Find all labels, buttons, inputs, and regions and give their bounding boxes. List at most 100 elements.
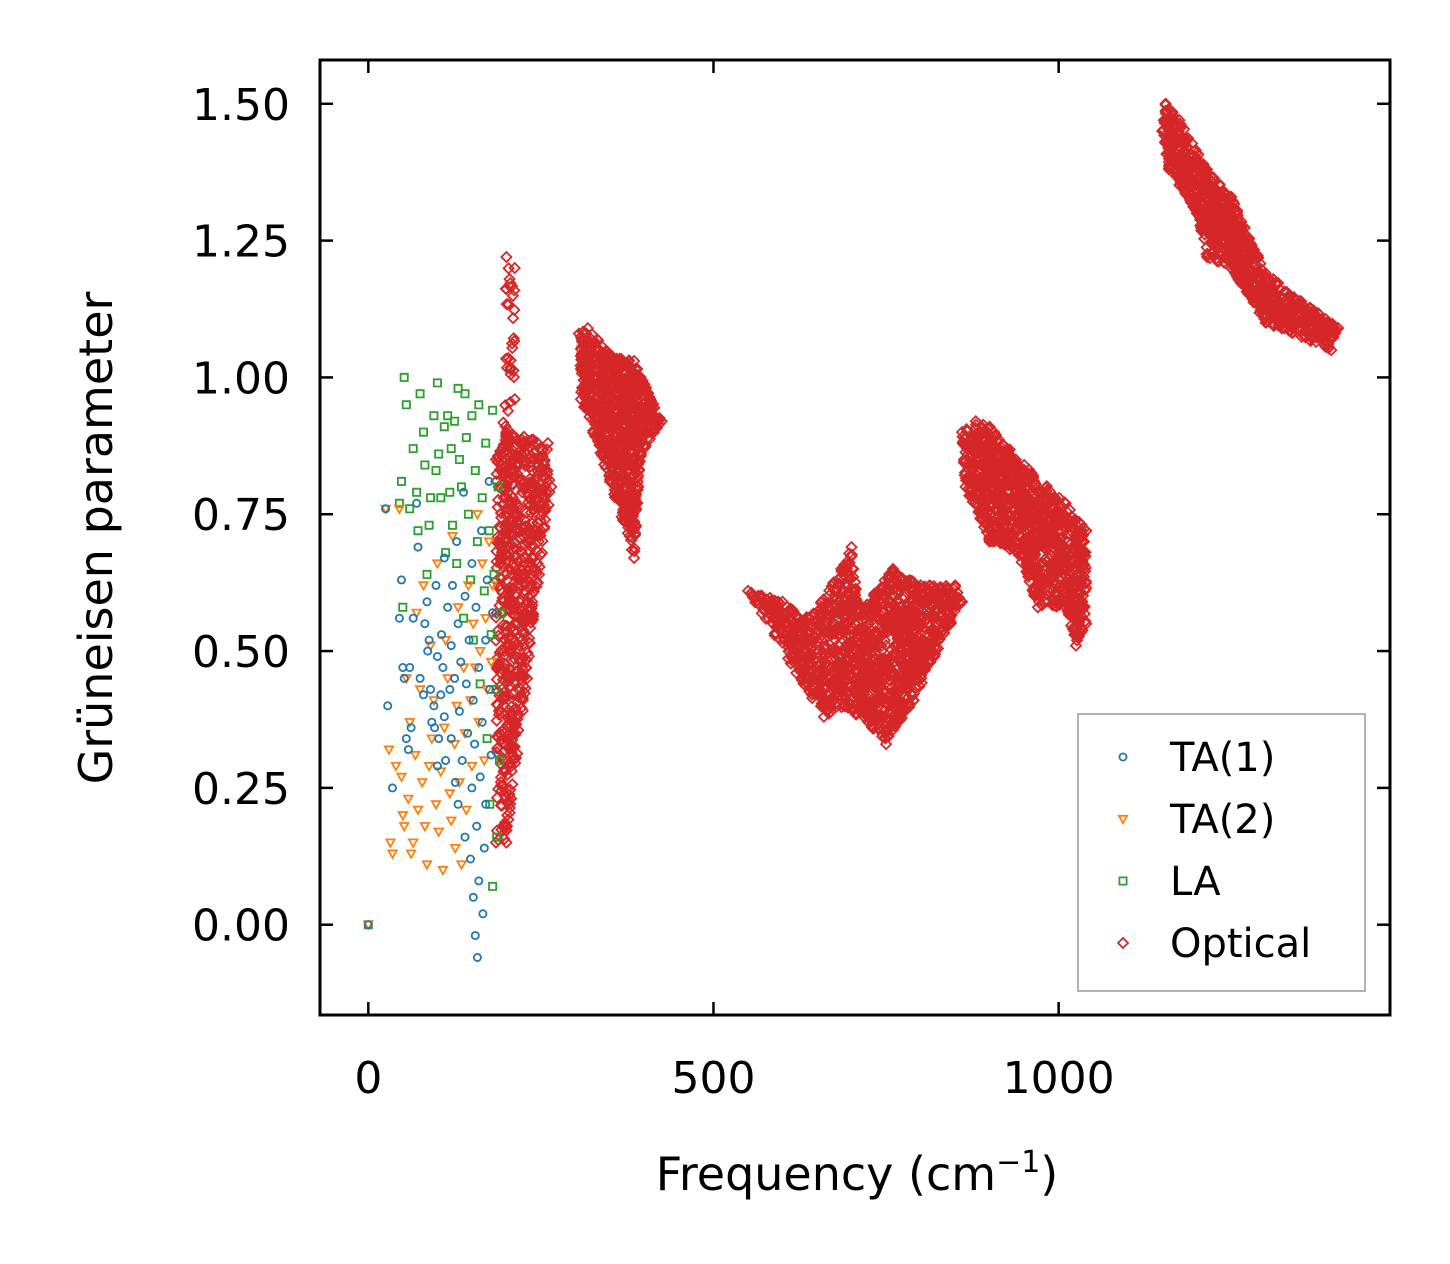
data-point <box>846 704 860 717</box>
data-point <box>764 601 778 615</box>
data-point <box>913 659 927 672</box>
data-point <box>1017 458 1031 472</box>
data-point <box>826 598 839 611</box>
data-point <box>630 362 644 376</box>
data-point <box>889 717 902 731</box>
data-point <box>1010 546 1024 559</box>
data-point <box>586 345 600 359</box>
data-point <box>894 656 907 669</box>
data-point <box>1046 502 1059 515</box>
data-point <box>503 473 516 487</box>
data-point <box>843 630 857 644</box>
data-point <box>504 368 517 381</box>
data-point <box>1023 575 1036 588</box>
data-point <box>1059 553 1072 567</box>
data-point <box>622 486 635 499</box>
data-point <box>836 674 850 687</box>
data-point <box>524 577 538 591</box>
data-point <box>1031 497 1044 511</box>
data-point <box>509 665 523 678</box>
data-point <box>858 664 872 678</box>
data-point <box>574 393 588 406</box>
data-point <box>782 644 795 658</box>
data-point <box>849 592 863 606</box>
data-point <box>502 549 516 563</box>
data-point <box>499 352 513 366</box>
data-point <box>839 630 853 644</box>
data-point <box>490 824 504 837</box>
data-point <box>1070 557 1083 570</box>
data-point <box>1070 633 1084 647</box>
data-point <box>523 544 537 558</box>
data-point <box>1062 527 1076 540</box>
data-point <box>541 464 554 477</box>
data-point <box>879 709 893 722</box>
data-point <box>792 633 805 646</box>
data-point <box>1015 502 1029 516</box>
data-point <box>613 464 627 477</box>
data-point <box>868 641 882 654</box>
data-point <box>869 635 882 649</box>
data-point <box>1027 551 1041 564</box>
data-point <box>1044 548 1058 561</box>
data-point <box>598 363 612 376</box>
data-point <box>500 478 514 491</box>
data-point <box>1077 558 1091 571</box>
data-point <box>581 397 595 410</box>
data-point <box>503 395 517 409</box>
data-point <box>980 461 993 474</box>
data-point <box>530 528 544 542</box>
data-point <box>497 819 510 832</box>
data-point <box>894 578 908 591</box>
data-point <box>1044 586 1057 599</box>
data-point <box>995 515 1009 528</box>
data-point <box>819 665 832 679</box>
data-point <box>616 475 630 489</box>
data-point <box>522 649 536 663</box>
data-point <box>812 635 825 648</box>
data-point <box>618 358 631 371</box>
data-point <box>1025 468 1039 481</box>
data-point <box>1012 514 1025 527</box>
data-point <box>507 603 520 617</box>
data-point <box>1032 540 1046 553</box>
data-point <box>638 403 652 417</box>
data-point <box>860 598 874 611</box>
data-point <box>611 387 625 400</box>
data-point <box>822 584 836 597</box>
data-point <box>988 476 1002 489</box>
data-point <box>608 488 621 501</box>
data-point <box>908 590 922 604</box>
data-point <box>847 642 861 656</box>
data-point <box>977 486 991 499</box>
data-point <box>1038 541 1051 555</box>
data-point <box>499 420 512 433</box>
data-point <box>818 640 831 654</box>
data-point <box>518 686 532 700</box>
data-point <box>578 339 591 352</box>
data-point <box>1261 288 1274 301</box>
data-point <box>539 489 552 503</box>
data-point <box>974 462 987 475</box>
data-point <box>507 508 520 521</box>
data-point <box>518 457 531 471</box>
data-point <box>1073 579 1087 592</box>
data-point <box>822 707 836 720</box>
data-point <box>627 551 641 565</box>
data-point <box>520 653 533 667</box>
data-point <box>621 475 634 489</box>
data-point <box>507 332 520 345</box>
data-point <box>500 597 514 611</box>
data-point <box>845 540 858 554</box>
data-point <box>1060 551 1074 564</box>
data-point <box>639 381 653 395</box>
data-point <box>1048 588 1062 602</box>
data-point <box>973 472 986 485</box>
data-point <box>501 524 514 537</box>
data-point <box>776 595 789 609</box>
data-point <box>849 672 862 686</box>
data-point <box>854 695 868 709</box>
data-point <box>589 372 602 385</box>
data-point <box>511 498 525 512</box>
data-point <box>818 648 832 662</box>
